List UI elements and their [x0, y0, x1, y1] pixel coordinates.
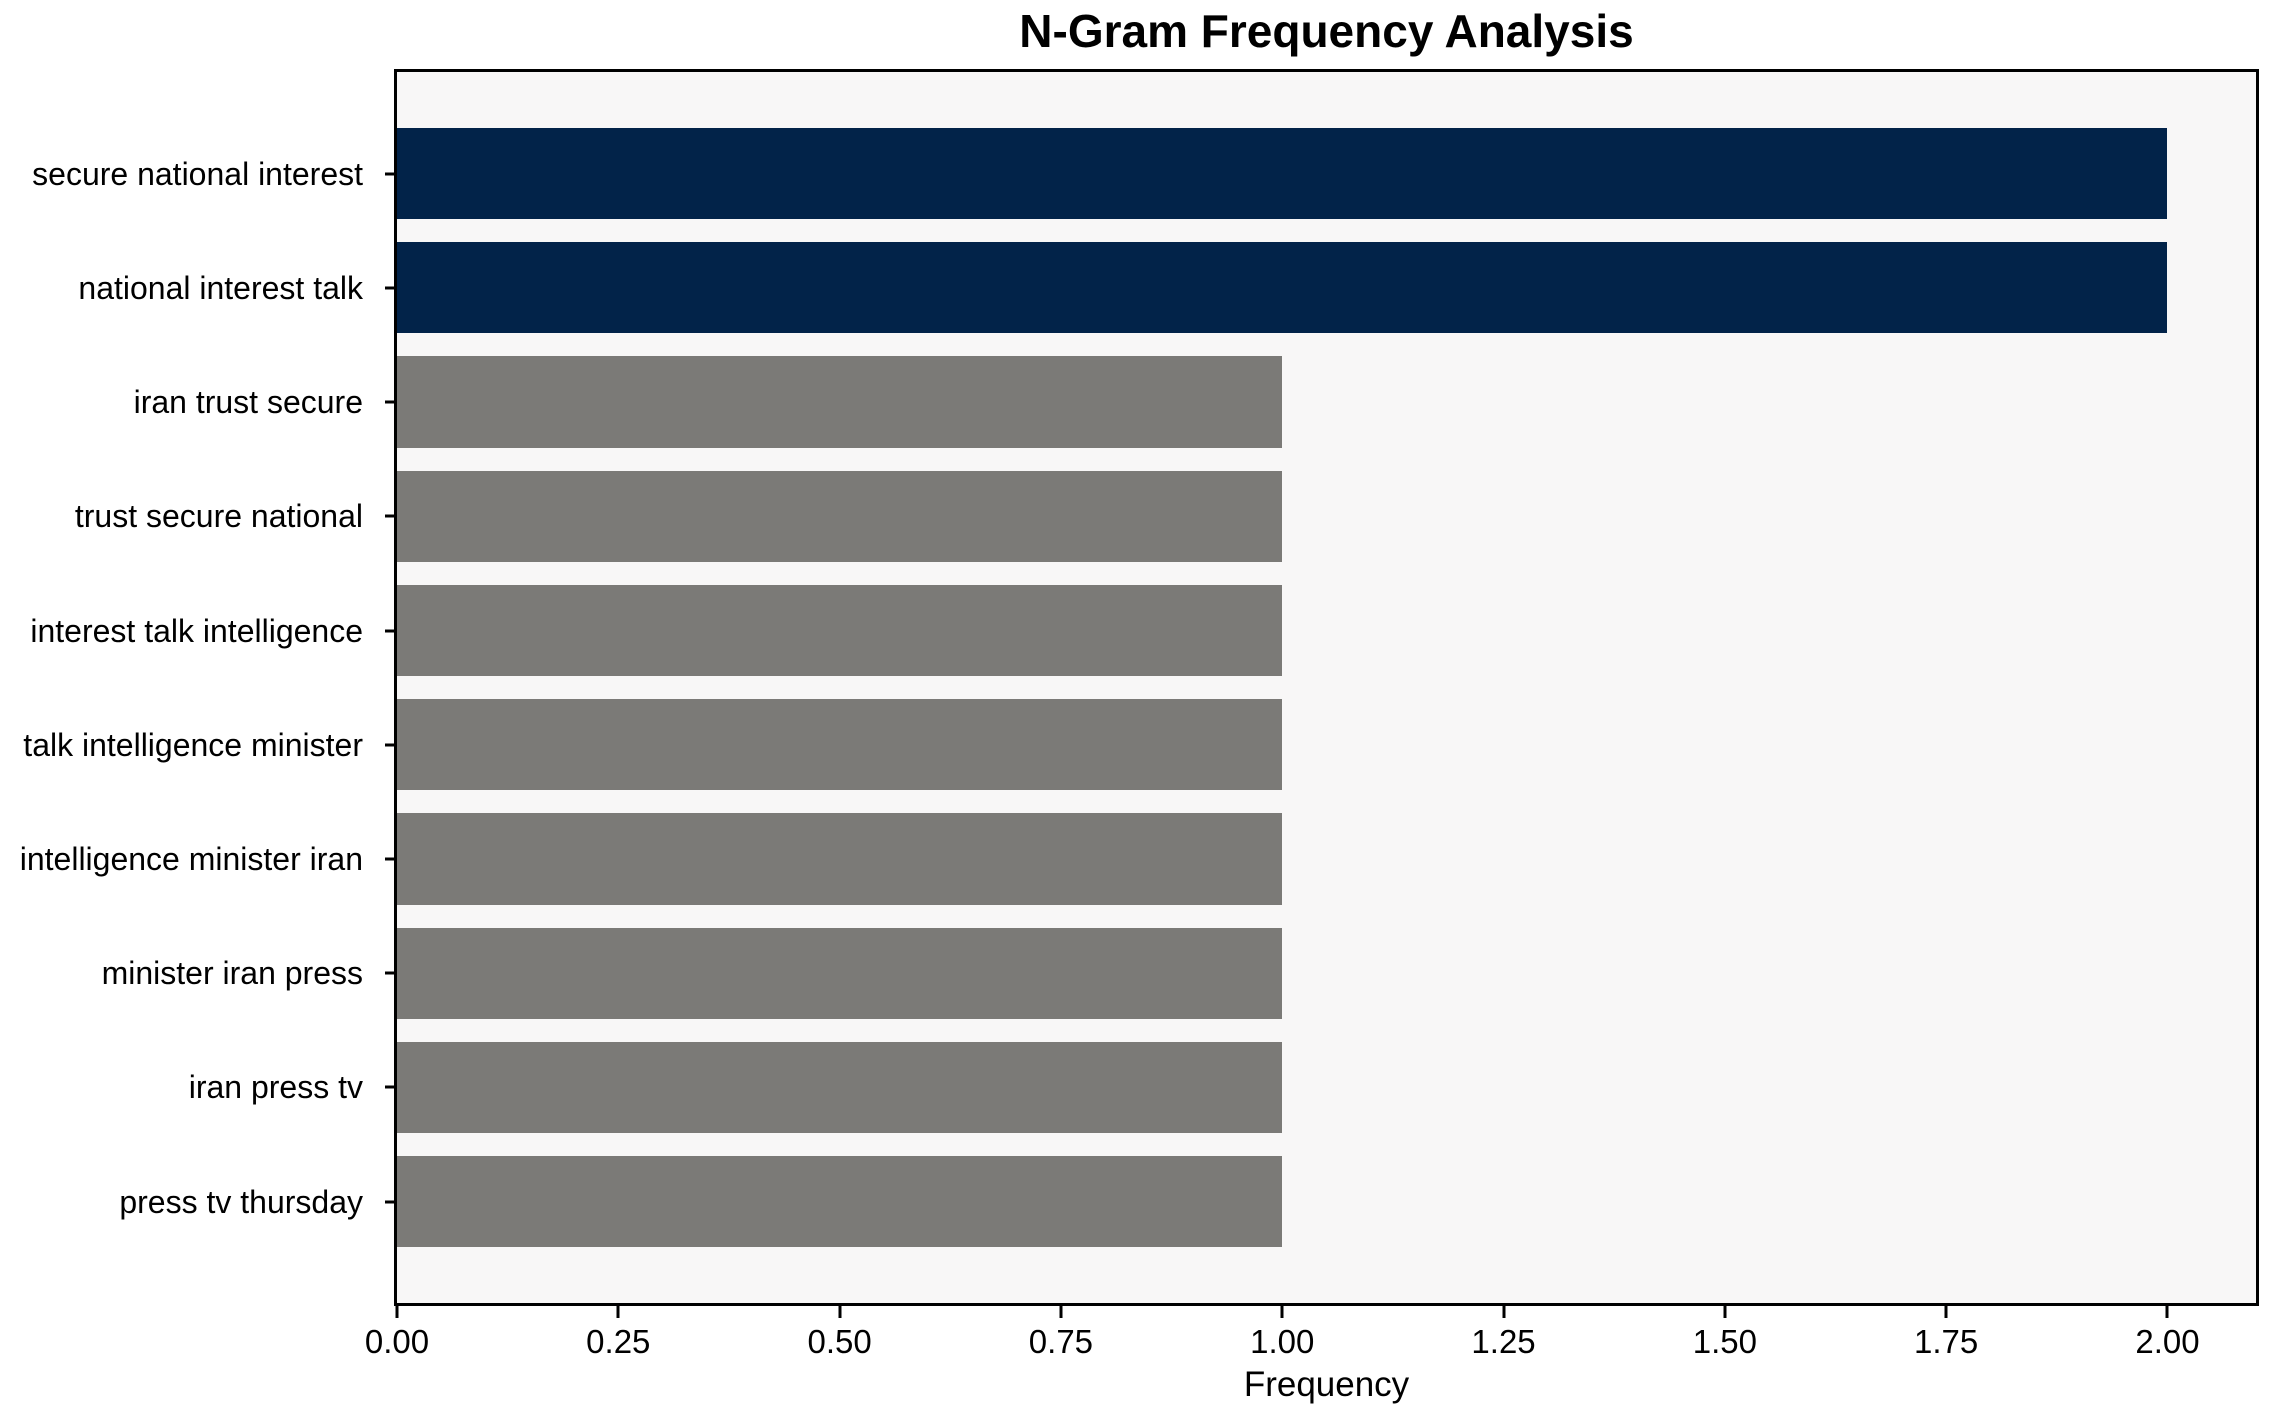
- x-tick-mark: [1723, 1306, 1727, 1318]
- x-tick-label: 2.00: [2135, 1323, 2200, 1360]
- y-tick-label: minister iran press: [101, 955, 363, 992]
- y-tick-label: trust secure national: [74, 498, 363, 535]
- y-tick-mark: [385, 286, 397, 290]
- bar: [397, 356, 1283, 448]
- y-tick-label: iran press tv: [188, 1069, 363, 1106]
- x-axis-label: Frequency: [1243, 1365, 1410, 1404]
- x-tick-mark: [1059, 1306, 1063, 1318]
- chart-title: N-Gram Frequency Analysis: [1019, 5, 1634, 57]
- y-tick-mark: [385, 172, 397, 176]
- y-tick-label: secure national interest: [32, 155, 363, 192]
- x-tick-mark: [616, 1306, 620, 1318]
- bar: [397, 584, 1283, 677]
- x-tick-mark: [1944, 1306, 1948, 1318]
- x-tick-label: 1.25: [1471, 1323, 1536, 1360]
- y-tick-mark: [385, 1200, 397, 1204]
- x-tick-mark: [395, 1306, 399, 1318]
- x-tick-label: 1.75: [1914, 1323, 1979, 1360]
- bar: [397, 927, 1283, 1019]
- y-tick-label: iran trust secure: [133, 384, 363, 421]
- x-tick-mark: [838, 1306, 842, 1318]
- bar: [397, 470, 1283, 562]
- y-tick-mark: [385, 1085, 397, 1089]
- bar: [397, 699, 1283, 791]
- x-tick-label: 0.75: [1028, 1323, 1094, 1360]
- bar: [397, 127, 2168, 220]
- y-tick-mark: [385, 400, 397, 404]
- bar: [397, 1041, 1283, 1134]
- y-tick-mark: [385, 743, 397, 747]
- y-tick-label: national interest talk: [78, 269, 363, 306]
- y-axis: secure national interest national interes…: [0, 72, 397, 1303]
- bar: [397, 813, 1283, 905]
- y-tick-mark: [385, 971, 397, 975]
- x-axis: Frequency 0.00 0.25 0.50 0.75 1.00 1.25 1.50 1.…: [365, 1303, 2256, 1414]
- y-tick-mark: [385, 629, 397, 632]
- x-tick-mark: [1280, 1306, 1284, 1318]
- x-tick-label: 1.50: [1692, 1323, 1757, 1360]
- bar: [397, 1156, 1283, 1248]
- x-tick-label: 0.25: [586, 1323, 651, 1360]
- plot-area: [394, 69, 2259, 1306]
- y-tick-mark: [385, 857, 397, 861]
- x-tick-label: 0.00: [364, 1323, 430, 1360]
- y-tick-label: talk intelligence minister: [23, 726, 363, 763]
- y-tick-label: intelligence minister iran: [19, 840, 363, 877]
- x-tick-mark: [2165, 1306, 2169, 1318]
- y-tick-mark: [385, 514, 397, 518]
- x-tick-label: 0.50: [807, 1323, 872, 1360]
- y-tick-label: interest talk intelligence: [30, 612, 363, 649]
- y-tick-label: press tv thursday: [119, 1183, 363, 1220]
- x-tick-label: 1.00: [1250, 1323, 1315, 1360]
- x-tick-mark: [1502, 1306, 1506, 1318]
- bar: [397, 242, 2168, 334]
